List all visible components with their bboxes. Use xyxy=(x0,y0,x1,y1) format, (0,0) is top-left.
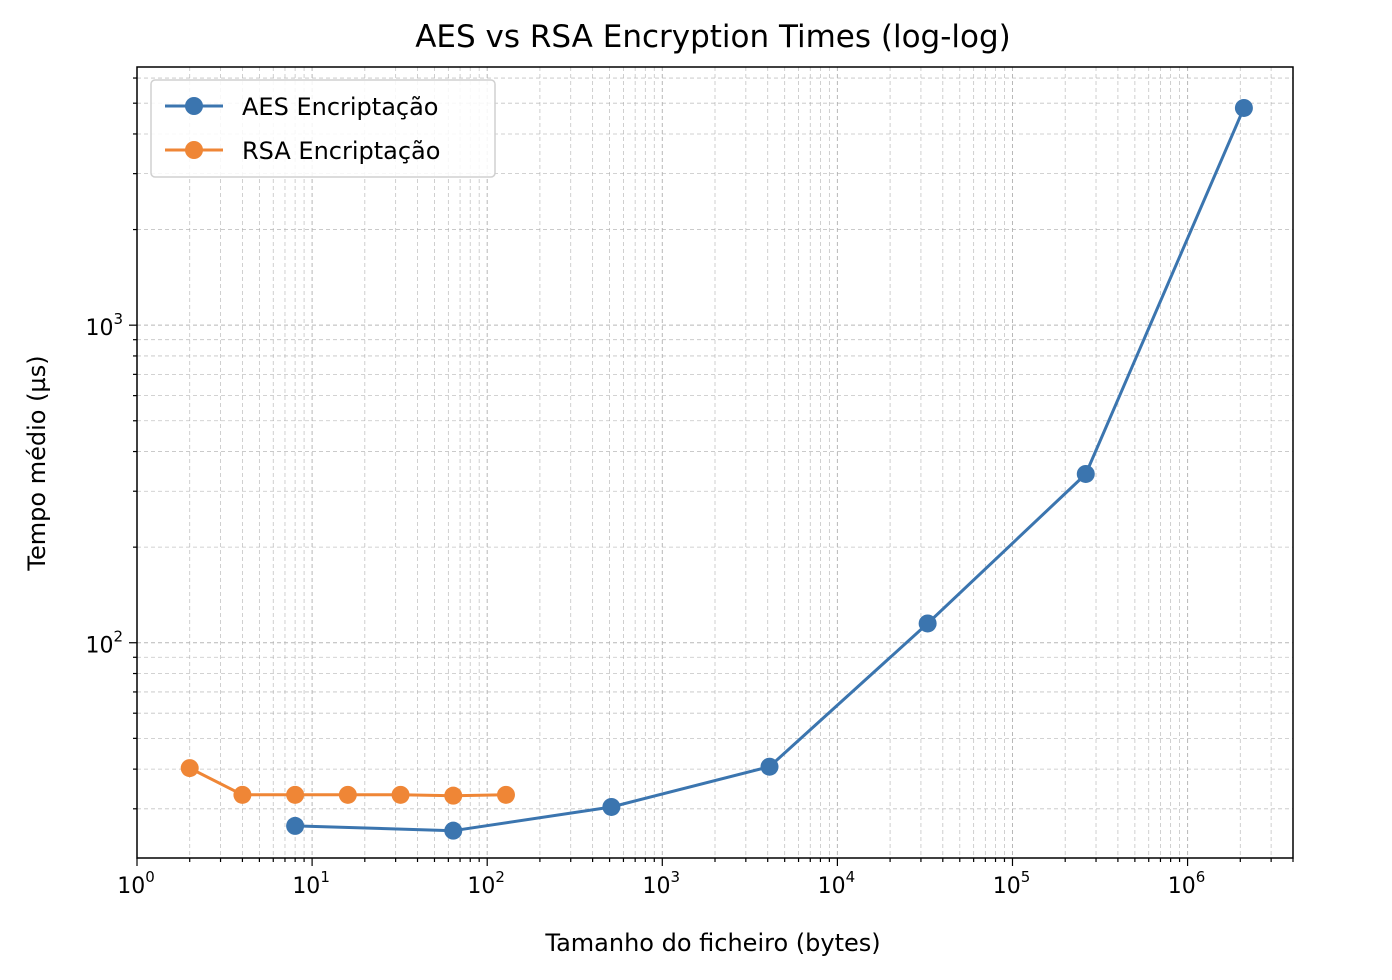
y-tick-label: 102 xyxy=(85,628,123,659)
x-tick-label: 101 xyxy=(292,868,330,899)
x-tick-label: 104 xyxy=(818,868,856,899)
plot-lines xyxy=(180,98,1253,840)
x-axis-label: Tamanho do ficheiro (bytes) xyxy=(544,929,880,957)
data-point xyxy=(918,614,937,633)
data-point xyxy=(286,816,305,835)
chart-title: AES vs RSA Encryption Times (log-log) xyxy=(415,19,1011,55)
x-tick-label: 102 xyxy=(467,868,505,899)
data-point xyxy=(1076,464,1095,483)
legend-label: RSA Encriptação xyxy=(242,137,440,165)
data-point xyxy=(444,786,463,805)
x-tick-label: 100 xyxy=(117,868,155,899)
legend-marker xyxy=(185,141,203,159)
x-axis-ticks: 100 101 102 103 104 105 106 xyxy=(117,858,1294,899)
data-point xyxy=(391,785,410,804)
series-1 xyxy=(180,759,515,805)
data-point xyxy=(602,797,621,816)
x-tick-label: 106 xyxy=(1168,868,1206,899)
legend: AES Encriptação RSA Encriptação xyxy=(150,79,496,178)
data-point xyxy=(180,759,199,778)
data-point xyxy=(338,785,357,804)
y-axis-label: Tempo médio (µs) xyxy=(23,355,51,571)
x-tick-label: 103 xyxy=(643,868,681,899)
data-point xyxy=(496,785,515,804)
x-tick-label: 105 xyxy=(993,868,1031,899)
data-point xyxy=(286,785,305,804)
data-point xyxy=(1234,98,1253,117)
legend-marker xyxy=(185,97,203,115)
y-axis-ticks: 102 103 xyxy=(85,77,137,810)
legend-label: AES Encriptação xyxy=(242,93,439,121)
legend-box xyxy=(150,79,496,178)
data-point xyxy=(233,785,252,804)
data-point xyxy=(444,821,463,840)
grid xyxy=(136,67,1294,858)
data-point xyxy=(760,757,779,776)
y-tick-label: 103 xyxy=(85,310,123,341)
series-0 xyxy=(286,98,1253,840)
